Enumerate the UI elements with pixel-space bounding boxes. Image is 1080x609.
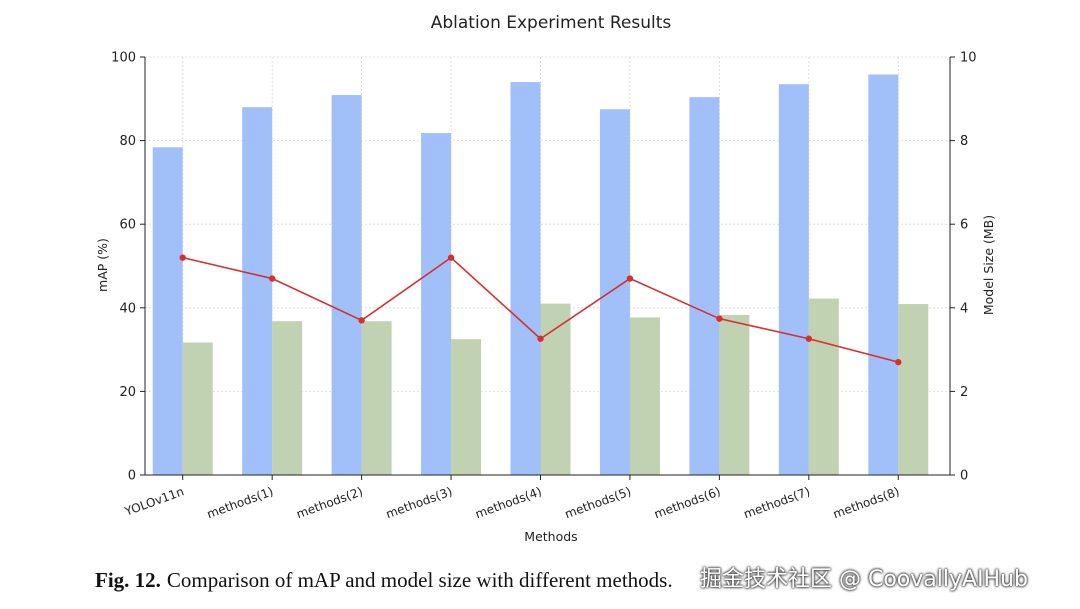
bar-map (510, 82, 541, 475)
point-model-size (895, 358, 902, 366)
point-model-size (358, 317, 365, 324)
y-tick-label: 80 (119, 134, 136, 149)
y2-tick-label: 10 (960, 51, 977, 66)
bar-map (599, 109, 630, 475)
y-tick-label: 100 (111, 51, 136, 66)
y-axis-label: mAP (%) (95, 238, 110, 292)
bar-map-2 (182, 342, 213, 475)
bar-map (421, 133, 452, 476)
y-tick-label: 0 (128, 469, 136, 484)
bar-map-2 (808, 298, 839, 475)
point-model-size (179, 254, 186, 261)
figure-caption-text: Comparison of mAP and model size with di… (166, 568, 673, 592)
bar-map-2 (898, 304, 929, 475)
point-model-size (537, 335, 544, 342)
bar-map (778, 84, 809, 476)
chart: 0 20 40 60 80 100 0 2 4 6 8 10 YOLOv11n methods(1) met… (95, 13, 996, 544)
bar-map (689, 97, 720, 476)
chart-title: Ablation Experiment Results (431, 13, 672, 33)
point-model-size (447, 254, 455, 261)
figure-caption: Fig. 12. Comparison of mAP and model size… (95, 568, 673, 593)
model-size-line (179, 254, 902, 366)
bar-map (331, 95, 362, 476)
point-model-size (268, 275, 276, 282)
x-tick-label: methods(8) (831, 484, 901, 521)
bar-map-2 (629, 317, 660, 475)
x-tick-label: YOLOv11n (122, 484, 186, 519)
watermark: 掘金技术社区 @ CoovallyAIHub (700, 567, 1029, 592)
figure-label: Fig. 12. (95, 568, 161, 592)
y-tick-label: 40 (119, 301, 136, 316)
bar-map-2 (719, 314, 750, 475)
bar-map-2 (540, 303, 571, 475)
y-tick-label: 60 (119, 218, 136, 233)
bar-map-2 (361, 321, 392, 475)
bar-map (868, 74, 899, 475)
x-tick-label: methods(5) (563, 484, 633, 521)
x-tick-label: methods(2) (295, 484, 365, 521)
x-tick-label: methods(7) (742, 484, 812, 521)
bar-map-2 (272, 321, 303, 475)
point-model-size (626, 275, 634, 282)
x-tick-label: methods(4) (473, 484, 543, 521)
bars (152, 74, 929, 476)
x-axis-label: Methods (524, 529, 577, 544)
y2-tick-label: 0 (960, 469, 968, 484)
y2-tick-label: 2 (960, 385, 968, 400)
point-model-size (716, 315, 723, 322)
y-tick-label: 20 (119, 385, 136, 400)
x-tick-label: methods(1) (205, 484, 275, 521)
y2-tick-label: 8 (960, 134, 968, 149)
bar-map (152, 147, 183, 475)
x-tick-label: methods(3) (384, 484, 454, 521)
y2-axis-label: Model Size (MB) (981, 215, 996, 315)
bar-map-2 (451, 339, 482, 475)
x-tick-label: methods(6) (652, 484, 722, 521)
bar-map (242, 107, 273, 475)
point-model-size (805, 335, 813, 342)
y2-tick-label: 6 (960, 218, 968, 233)
y2-tick-label: 4 (960, 301, 968, 316)
